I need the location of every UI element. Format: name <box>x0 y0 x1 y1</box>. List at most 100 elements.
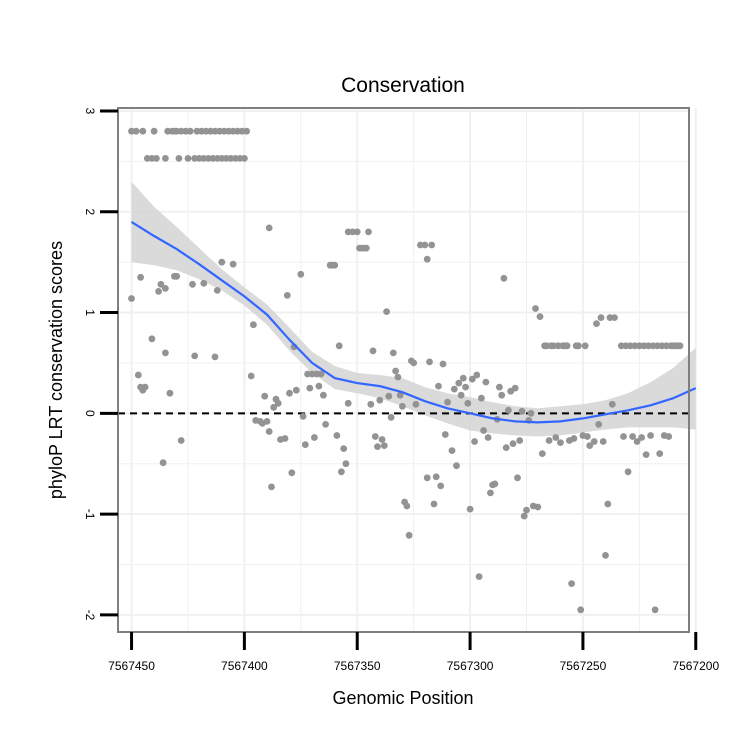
score-point <box>545 437 553 444</box>
score-point <box>286 389 293 397</box>
score-point <box>213 287 221 294</box>
score-point <box>500 274 508 282</box>
x-axis: 7567450 7567400 7567350 7567300 7567250 75672… <box>108 632 719 673</box>
score-point <box>448 447 456 454</box>
score-point <box>423 474 431 482</box>
confidence-ribbon-layer <box>131 181 696 437</box>
score-point <box>633 438 641 445</box>
y-tick-label: -2 <box>83 610 97 621</box>
score-point <box>137 273 145 281</box>
score-point <box>620 433 627 440</box>
score-point <box>241 155 248 162</box>
score-point <box>430 500 438 508</box>
score-point <box>575 342 582 350</box>
score-point <box>297 270 305 278</box>
x-tick-label: 7567250 <box>560 659 607 673</box>
score-point <box>270 403 278 411</box>
smooth-curve-layer <box>130 220 697 424</box>
score-point <box>491 480 499 488</box>
score-point <box>148 335 156 343</box>
y-tick-label: 0 <box>83 410 97 417</box>
score-point <box>593 320 600 327</box>
x-tick-label: 7567300 <box>447 659 494 673</box>
score-point <box>378 436 386 443</box>
plot-panel-border <box>117 107 690 633</box>
score-point <box>455 379 463 387</box>
score-point <box>482 378 490 386</box>
score-point <box>299 413 307 420</box>
y-tick-label: 2 <box>83 208 97 215</box>
score-point <box>450 385 458 393</box>
score-point <box>191 352 199 360</box>
score-point <box>141 383 149 391</box>
score-point <box>344 399 352 407</box>
score-point <box>435 382 442 390</box>
score-point <box>532 305 539 312</box>
score-point <box>412 400 420 408</box>
score-point <box>166 389 174 397</box>
score-point <box>184 155 192 162</box>
score-point <box>552 434 560 441</box>
score-point <box>498 391 506 399</box>
x-tick-label: 7567450 <box>108 659 155 673</box>
score-point <box>468 375 476 383</box>
score-point <box>376 396 384 404</box>
score-point <box>534 503 542 511</box>
score-point <box>340 445 348 452</box>
score-point <box>189 280 196 288</box>
score-point <box>159 459 167 467</box>
score-point <box>128 295 135 302</box>
score-point <box>155 288 163 295</box>
score-point <box>459 374 467 382</box>
score-point <box>563 342 571 350</box>
score-point <box>638 434 645 441</box>
score-point <box>496 383 503 391</box>
score-point <box>432 473 440 481</box>
score-point <box>624 468 632 476</box>
score-point <box>410 359 418 367</box>
score-point <box>505 406 512 414</box>
score-point <box>281 435 289 442</box>
score-point <box>464 399 472 407</box>
score-point <box>502 444 510 451</box>
score-point <box>173 272 181 280</box>
y-axis: 3 2 1 0 -1 -2 <box>83 108 118 621</box>
score-point <box>274 399 282 407</box>
score-point <box>177 437 185 444</box>
score-point <box>478 394 485 402</box>
score-point <box>584 433 591 440</box>
score-point <box>520 512 528 520</box>
score-point <box>362 244 370 252</box>
score-point <box>426 358 433 366</box>
score-point <box>389 349 397 357</box>
score-point <box>371 433 379 440</box>
score-point <box>647 432 654 439</box>
score-point <box>437 482 445 490</box>
score-point <box>369 347 377 355</box>
score-point <box>523 506 530 514</box>
score-point <box>511 384 519 392</box>
score-point <box>353 228 361 236</box>
score-point <box>387 414 395 421</box>
score-point <box>268 483 275 491</box>
score-point <box>480 427 487 434</box>
score-point <box>153 155 160 162</box>
score-point <box>243 127 251 135</box>
score-point <box>568 580 575 587</box>
score-point <box>367 400 375 408</box>
score-point <box>514 474 521 482</box>
chart-title: Conservation <box>341 74 465 97</box>
score-point <box>487 489 494 497</box>
score-point <box>399 402 406 410</box>
score-point <box>162 349 169 357</box>
score-point <box>629 433 636 440</box>
score-point <box>320 391 327 399</box>
score-point <box>263 418 271 425</box>
score-point <box>211 353 219 361</box>
score-point <box>315 382 323 390</box>
score-point <box>333 432 341 439</box>
y-axis-label: phyloP LRT conservation scores <box>46 241 66 499</box>
score-point <box>134 371 142 379</box>
score-point <box>250 321 257 329</box>
